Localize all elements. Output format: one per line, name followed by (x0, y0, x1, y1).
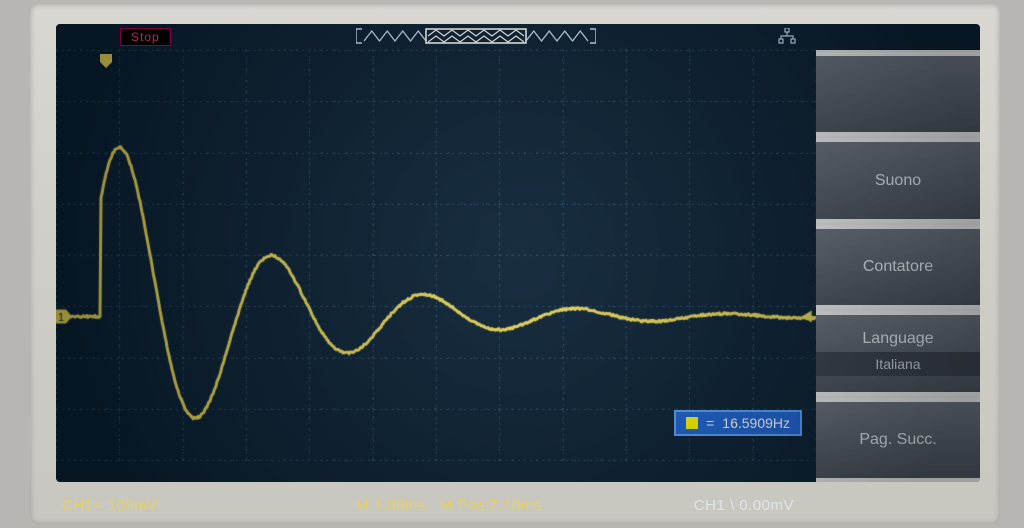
menu-item-label: Suono (875, 172, 921, 190)
stop-badge: Stop (120, 28, 171, 46)
frequency-badge: = 16.5909Hz (674, 410, 802, 436)
freq-prefix: = (706, 415, 714, 431)
trigger-marker-icon (100, 54, 112, 68)
bottom-bar: CH1= 100mV M 1.00ms M Pos:7.10ms CH1 \ 0… (56, 490, 994, 520)
menu-item-blank-0[interactable] (816, 50, 980, 136)
menu-item-suono[interactable]: Suono (816, 136, 980, 222)
menu-item-language[interactable]: Language Italiana (816, 309, 980, 395)
memory-indicator (356, 27, 596, 45)
timebase-label: M 1.00ms M Pos:7.10ms (356, 497, 542, 514)
menu-item-label: Language (862, 330, 933, 348)
freq-channel-color-icon (686, 417, 698, 429)
menu-item-label: Pag. Succ. (859, 431, 936, 449)
freq-value: 16.5909Hz (722, 415, 790, 431)
ch1-scale-label: CH1= 100mV (62, 497, 157, 514)
menu-item-sublabel: Italiana (816, 352, 980, 376)
side-menu: Suono Contatore Language Italiana Pag. Succ. (816, 50, 980, 482)
menu-item-label: Contatore (863, 258, 933, 276)
menu-item-contatore[interactable]: Contatore (816, 223, 980, 309)
oscilloscope-screen: Stop = 16.5909Hz Suono Contatore Language I… (56, 24, 980, 482)
menu-item-pag-succ-[interactable]: Pag. Succ. (816, 396, 980, 482)
ch1-offset-label: CH1 \ 0.00mV (694, 497, 794, 514)
network-icon (778, 28, 796, 44)
